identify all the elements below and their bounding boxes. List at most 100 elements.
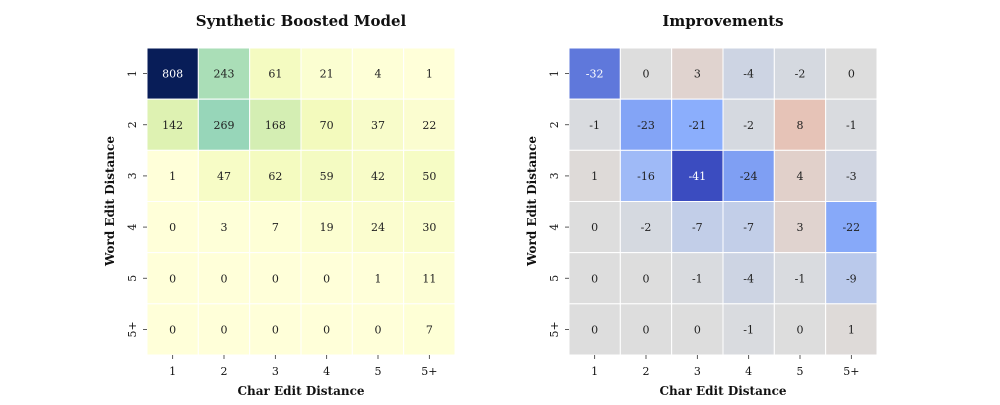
cell-value-label: 1 — [375, 272, 382, 285]
cell-value-label: 37 — [371, 119, 385, 132]
cell-value-label: 4 — [797, 170, 804, 183]
y-tick-label: 2 — [548, 121, 561, 128]
cell-value-label: 7 — [426, 323, 433, 336]
heatmap-cell — [722, 149, 775, 202]
heatmap-cell — [671, 149, 724, 202]
heatmap-cell — [351, 252, 405, 305]
cell-value-label: -2 — [743, 119, 754, 132]
heatmap-cell — [722, 303, 775, 356]
cell-value-label: -21 — [688, 119, 706, 132]
cell-value-label: 7 — [272, 221, 279, 234]
heatmap-cell — [351, 201, 405, 254]
heatmap-cell — [568, 47, 621, 100]
heatmap-cell — [403, 252, 456, 305]
y-tick-label: 3 — [126, 172, 139, 179]
x-tick-label: 5 — [375, 365, 382, 378]
cell-value-label: 0 — [272, 272, 279, 285]
heatmap-cell — [403, 149, 456, 202]
x-tick-label: 1 — [169, 365, 176, 378]
x-tick-label: 2 — [221, 365, 228, 378]
y-tick-label: 1 — [548, 70, 561, 77]
x-axis-label: Char Edit Distance — [659, 384, 786, 398]
cell-value-label: -7 — [743, 221, 754, 234]
y-axis-ticks: 1 2 3 4 5 5+ — [548, 70, 569, 338]
heatmap-cell — [197, 47, 251, 100]
heatmap-cell — [619, 303, 673, 356]
cell-value-label: 0 — [323, 272, 330, 285]
heatmap-cell — [403, 47, 456, 100]
heatmap-cell — [146, 303, 199, 356]
cell-value-label: 0 — [643, 272, 650, 285]
heatmap-cell — [197, 149, 251, 202]
heatmap-cell — [403, 201, 456, 254]
cell-value-label: 0 — [643, 323, 650, 336]
heatmap-cell — [722, 252, 775, 305]
heatmap-cell — [722, 47, 775, 100]
x-tick-label: 5+ — [421, 365, 437, 378]
y-tick-label: 5+ — [126, 321, 139, 337]
cell-value-label: -1 — [846, 119, 857, 132]
y-axis-label: Word Edit Distance — [525, 136, 539, 267]
heatmap-cell — [351, 149, 405, 202]
cell-value-label: 3 — [221, 221, 228, 234]
cell-value-label: 142 — [162, 119, 183, 132]
cell-value-label: -4 — [743, 68, 754, 81]
cell-value-label: 168 — [265, 119, 286, 132]
cell-value-label: -1 — [589, 119, 600, 132]
heatmap-cell — [773, 149, 827, 202]
cell-value-label: 0 — [591, 323, 598, 336]
cell-value-label: 0 — [169, 272, 176, 285]
heatmap-cell — [722, 98, 775, 151]
cell-value-label: 70 — [320, 119, 334, 132]
cell-value-label: -4 — [743, 272, 754, 285]
cell-value-label: 8 — [797, 119, 804, 132]
x-tick-label: 2 — [643, 365, 650, 378]
cell-value-label: 3 — [694, 68, 701, 81]
cell-value-label: 0 — [694, 323, 701, 336]
cell-value-label: -2 — [795, 68, 806, 81]
chart-title: Improvements — [662, 12, 783, 30]
cell-value-label: 1 — [169, 170, 176, 183]
cell-value-label: -1 — [692, 272, 703, 285]
cell-value-label: 21 — [320, 68, 334, 81]
cell-value-label: 0 — [272, 323, 279, 336]
x-axis-ticks: 1 2 3 4 5 5+ — [591, 355, 859, 378]
cell-value-label: -1 — [743, 323, 754, 336]
x-axis-ticks: 1 2 3 4 5 5+ — [169, 355, 437, 378]
cell-value-label: -32 — [586, 68, 604, 81]
y-axis-label: Word Edit Distance — [103, 136, 117, 267]
cell-value-label: 0 — [848, 68, 855, 81]
cell-value-label: 0 — [643, 68, 650, 81]
cell-value-label: 47 — [217, 170, 231, 183]
heatmap-cell — [825, 252, 878, 305]
y-tick-label: 4 — [548, 224, 561, 231]
cell-value-label: 1 — [426, 68, 433, 81]
chart-title: Synthetic Boosted Model — [196, 12, 407, 30]
x-tick-label: 5 — [797, 365, 804, 378]
x-tick-label: 4 — [323, 365, 330, 378]
heatmap-cell — [300, 201, 353, 254]
cell-value-label: 59 — [320, 170, 334, 183]
cell-value-label: 269 — [214, 119, 235, 132]
heatmap-cell — [825, 303, 878, 356]
x-tick-label: 5+ — [843, 365, 859, 378]
y-tick-label: 2 — [126, 121, 139, 128]
cell-value-label: -1 — [795, 272, 806, 285]
heatmap-cell — [197, 98, 251, 151]
heatmap-cell — [773, 201, 827, 254]
heatmap-cell — [671, 98, 724, 151]
heatmap-cell — [146, 252, 199, 305]
cell-value-label: 0 — [221, 323, 228, 336]
y-axis-ticks: 1 2 3 4 5 5+ — [126, 70, 147, 338]
heatmap-cell — [146, 201, 199, 254]
cell-value-label: 243 — [214, 68, 235, 81]
cell-value-label: -41 — [688, 170, 706, 183]
heatmap-cell — [671, 201, 724, 254]
cell-value-label: 11 — [422, 272, 436, 285]
heatmap-cell — [300, 252, 353, 305]
heatmap-improvements: Improvements -32 0 3 -4 -2 0-1 -23 -21 -2 8 -11 -16… — [525, 12, 878, 398]
cell-value-label: 1 — [848, 323, 855, 336]
cell-value-label: -9 — [846, 272, 857, 285]
